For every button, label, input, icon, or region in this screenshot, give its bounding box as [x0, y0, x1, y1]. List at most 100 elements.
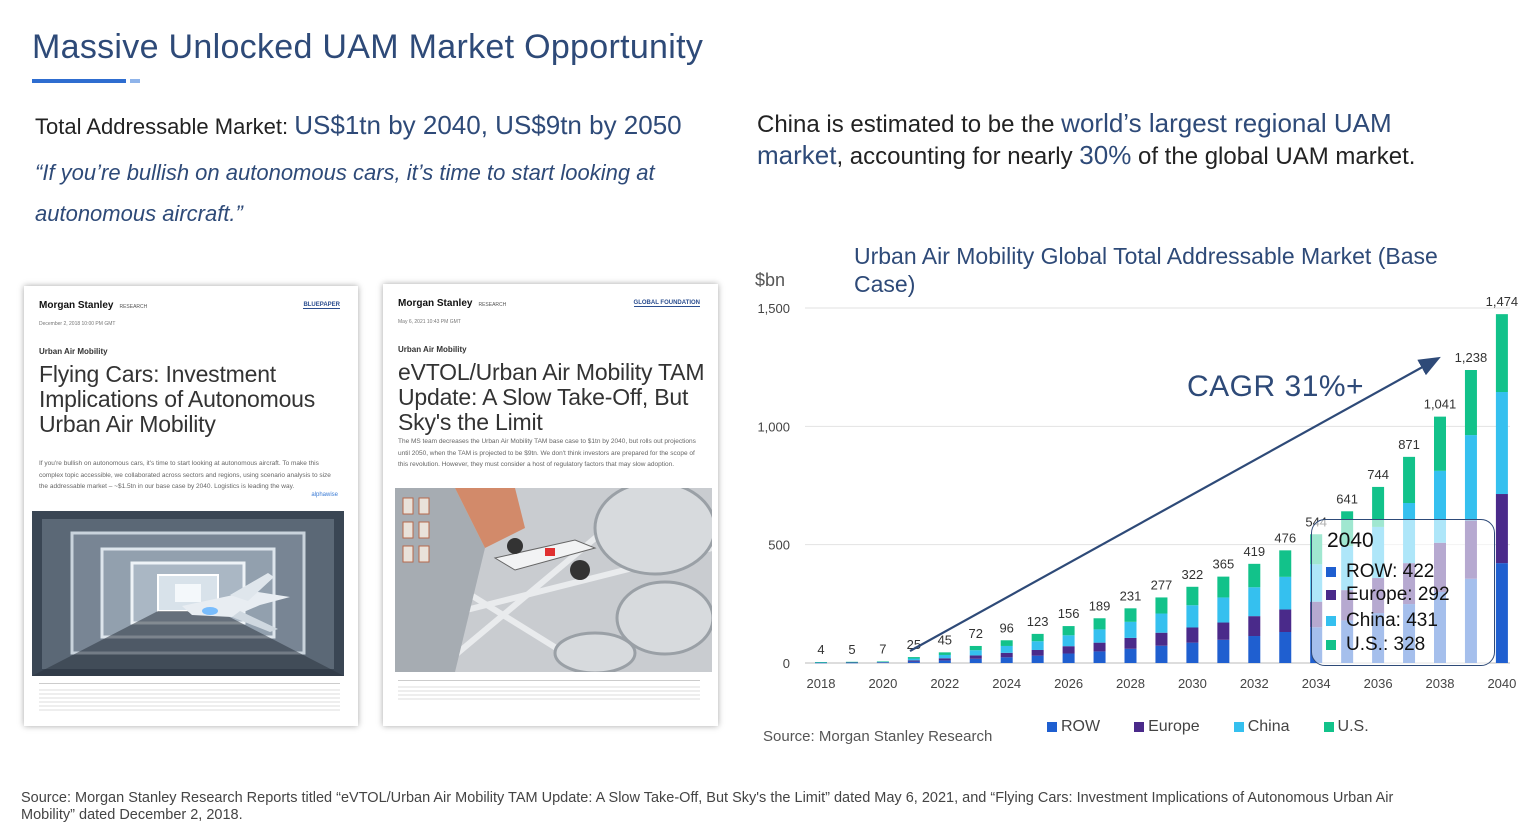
popup-row-china: China: 431: [1326, 610, 1438, 632]
x-tick-label: 2038: [1426, 676, 1455, 691]
bar-segment-row-2026: [1062, 653, 1075, 663]
report-footer-rule: [398, 680, 700, 681]
bar-segment-us-2028: [1124, 608, 1137, 622]
bar-segment-europe-2030: [1186, 627, 1199, 643]
x-tick-label: 2022: [930, 676, 959, 691]
report-disclaimer: [39, 689, 340, 711]
cagr-arrow: [909, 356, 1441, 652]
x-tick-label: 2028: [1116, 676, 1145, 691]
bar-segment-row-2021: [907, 661, 920, 663]
report-abstract: The MS team decreases the Urban Air Mobi…: [398, 438, 696, 468]
bar-total-label-2030: 322: [1182, 567, 1204, 582]
bar-total-label-2029: 277: [1151, 577, 1173, 592]
bar-segment-china-2031: [1217, 597, 1230, 623]
x-tick-label: 2030: [1178, 676, 1207, 691]
bar-total-label-2025: 123: [1027, 614, 1049, 629]
bar-total-label-2032: 419: [1243, 544, 1265, 559]
year-2040-breakdown: 2040 ROW: 422 Europe: 292 China: 431 U.S…: [1311, 519, 1495, 666]
bar-segment-china-2032: [1248, 587, 1261, 617]
bar-segment-europe-2023: [969, 655, 982, 659]
bar-segment-us-2025: [1031, 633, 1044, 642]
bar-segment-us-2036: [1372, 486, 1385, 527]
bar-segment-us-2024: [1000, 640, 1013, 646]
quote: “If you’re bullish on autonomous cars, i…: [35, 160, 655, 226]
title-underline: [32, 79, 126, 83]
bar-total-label-2027: 189: [1089, 598, 1111, 613]
bar-segment-row-2028: [1124, 648, 1137, 663]
bar-segment-europe-2026: [1062, 646, 1075, 654]
x-tick-label: 2036: [1364, 676, 1393, 691]
alphawise-logo: alphawise: [311, 492, 338, 498]
bar-total-label-2038: 1,041: [1424, 397, 1457, 412]
bar-total-label-2028: 231: [1120, 588, 1142, 603]
report-date: May 6, 2021 10:43 PM GMT: [398, 319, 461, 325]
bar-total-label-2026: 156: [1058, 606, 1080, 621]
legend-item-us: U.S.: [1323, 718, 1369, 736]
bar-segment-europe-2031: [1217, 622, 1230, 640]
chart-legend: ROW Europe China U.S.: [1047, 718, 1369, 736]
bar-segment-us-2033: [1279, 550, 1292, 577]
bar-segment-china-2039: [1464, 435, 1477, 521]
bar-total-label-2023: 72: [969, 626, 983, 641]
bar-total-label-2033: 476: [1274, 530, 1296, 545]
bar-segment-us-2032: [1248, 563, 1261, 588]
legend-item-row: ROW: [1047, 718, 1100, 736]
bar-segment-china-2028: [1124, 621, 1137, 638]
bar-total-label-2021: 25: [907, 637, 921, 652]
legend-item-china: China: [1233, 718, 1290, 736]
bar-segment-us-2021: [907, 657, 920, 659]
tam-statement: Total Addressable Market: US$1tn by 2040…: [35, 110, 682, 141]
china-statement: China is estimated to be the world’s lar…: [757, 108, 1477, 172]
footer-source: Source: Morgan Stanley Research Reports …: [21, 790, 1394, 823]
report-headline: eVTOL/Urban Air Mobility TAM Update: A S…: [398, 359, 705, 435]
bar-segment-us-2029: [1155, 597, 1168, 614]
bar-segment-china-2029: [1155, 613, 1168, 633]
bar-segment-europe-2020: [876, 662, 889, 663]
bar-segment-us-2031: [1217, 576, 1230, 598]
bar-total-label-2024: 96: [999, 620, 1013, 635]
bar-segment-china-2030: [1186, 605, 1199, 628]
report-footer-rule: [39, 683, 340, 684]
bar-total-label-2037: 871: [1398, 437, 1420, 452]
bar-total-label-2020: 7: [879, 641, 886, 656]
x-tick-label: 2020: [868, 676, 897, 691]
bar-segment-europe-2040: [1495, 494, 1508, 564]
tam-prefix: Total Addressable Market:: [35, 114, 295, 139]
popup-row-europe: Europe: 292: [1326, 584, 1450, 606]
bar-segment-us-2020: [876, 661, 889, 662]
bar-segment-us-2040: [1495, 314, 1508, 393]
bar-segment-us-2038: [1434, 416, 1446, 471]
bar-segment-china-2022: [938, 654, 951, 659]
china-highlight-1: world’s largest regional UAM market: [757, 108, 1392, 170]
bar-segment-us-2039: [1464, 370, 1477, 436]
report-cover-flying-cars: Morgan Stanley RESEARCH BLUEPAPER Decembe…: [24, 286, 358, 726]
bar-segment-row-2029: [1155, 645, 1168, 663]
report-headline: Flying Cars: Investment Implications of …: [39, 361, 316, 437]
bar-segment-us-2037: [1403, 456, 1416, 504]
bar-total-label-2031: 365: [1212, 557, 1234, 572]
report-brand: Morgan Stanley RESEARCH: [398, 298, 507, 309]
y-axis-unit: $bn: [755, 270, 786, 290]
bar-segment-us-2022: [938, 652, 951, 655]
bar-segment-europe-2032: [1248, 616, 1261, 637]
report-disclaimer: [398, 686, 700, 700]
bar-segment-china-2040: [1495, 392, 1508, 495]
x-tick-label: 2032: [1240, 676, 1269, 691]
tam-highlight: US$1tn by 2040, US$9tn by 2050: [294, 110, 682, 140]
x-tick-label: 2018: [807, 676, 836, 691]
bar-segment-row-2032: [1248, 636, 1261, 663]
bar-segment-china-2023: [969, 650, 982, 656]
bar-segment-europe-2019: [845, 662, 858, 664]
bar-segment-us-2019: [845, 661, 858, 663]
china-text-2: , accounting for nearly: [836, 143, 1080, 170]
report-category: Urban Air Mobility: [398, 345, 467, 354]
y-tick-label: 1,000: [757, 419, 790, 434]
y-tick-label: 0: [783, 656, 790, 671]
bar-segment-china-2021: [907, 658, 920, 661]
evtol-city-image: [395, 488, 712, 672]
popup-row-us: U.S.: 328: [1326, 634, 1425, 656]
cagr-annotation: CAGR 31%+: [1187, 370, 1365, 403]
china-text-1: China is estimated to be the: [757, 111, 1062, 138]
bar-segment-china-2025: [1031, 641, 1044, 650]
bar-segment-us-2023: [969, 645, 982, 651]
